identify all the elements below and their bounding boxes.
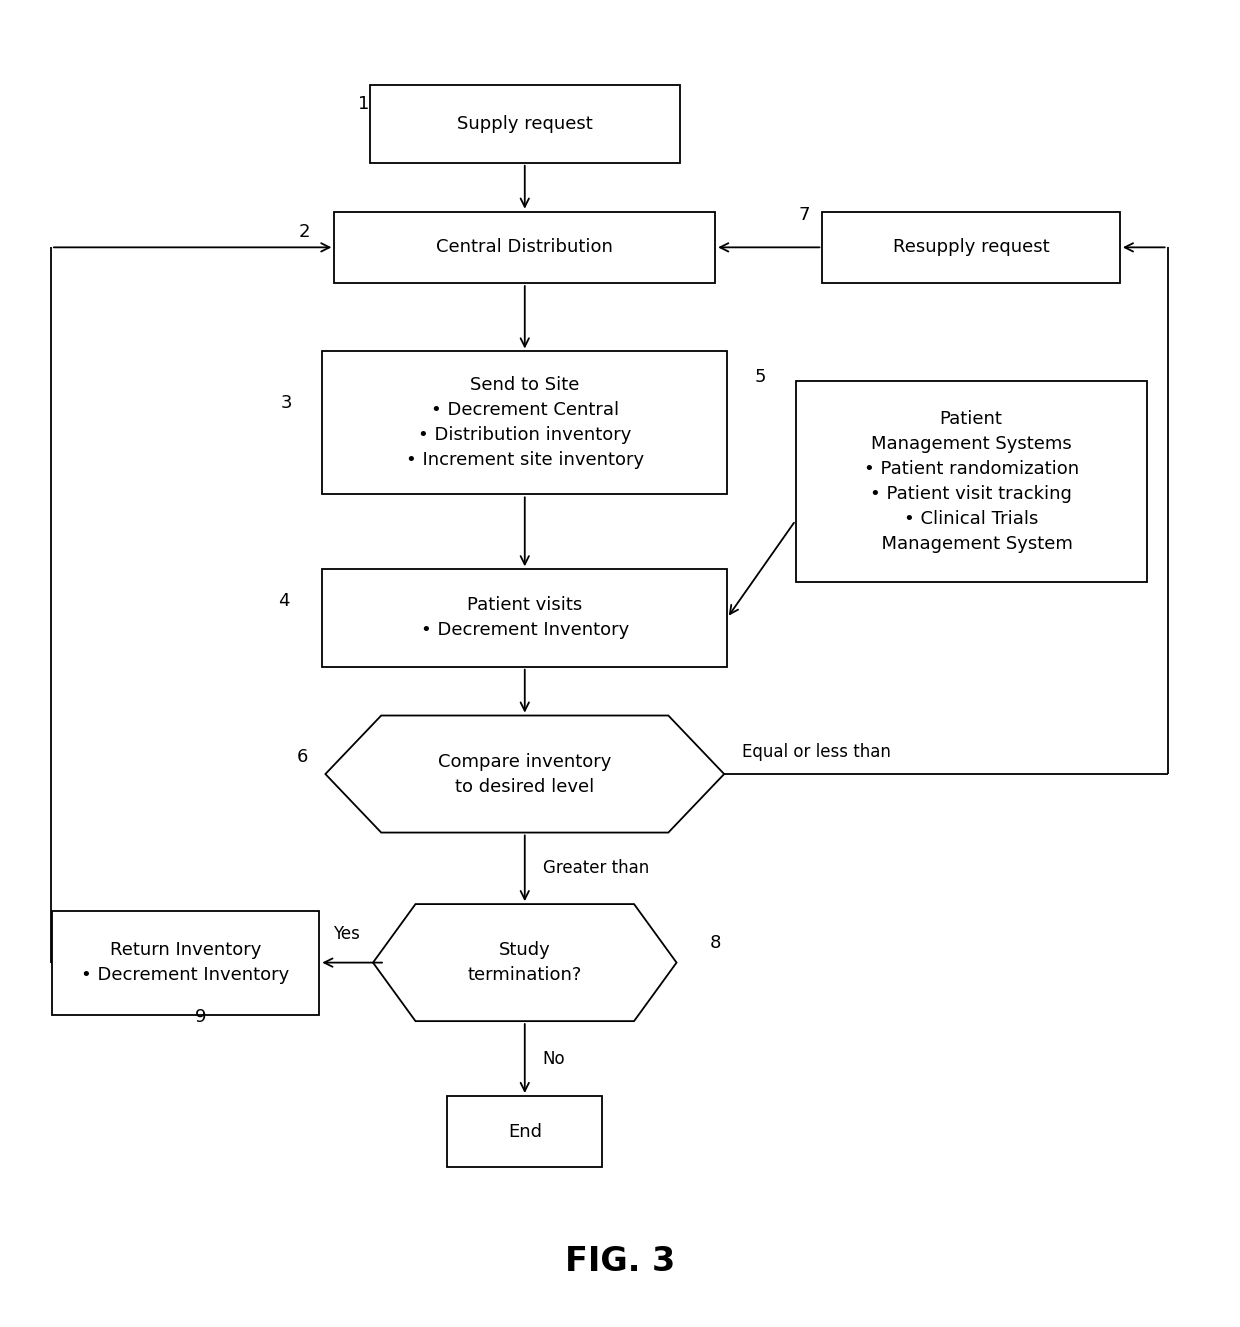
Text: 7: 7 — [799, 206, 810, 224]
Text: 4: 4 — [279, 592, 290, 610]
FancyBboxPatch shape — [322, 569, 727, 666]
Text: 2: 2 — [299, 223, 310, 240]
Text: Supply request: Supply request — [456, 115, 593, 133]
Text: 9: 9 — [195, 1009, 207, 1026]
Text: 1: 1 — [358, 96, 370, 113]
FancyBboxPatch shape — [370, 85, 680, 163]
Polygon shape — [373, 904, 677, 1022]
Text: Compare inventory
to desired level: Compare inventory to desired level — [438, 752, 611, 796]
FancyBboxPatch shape — [335, 211, 715, 283]
Text: 6: 6 — [296, 748, 308, 766]
Text: No: No — [543, 1050, 565, 1067]
FancyBboxPatch shape — [796, 381, 1147, 583]
Text: End: End — [507, 1123, 542, 1141]
Text: 5: 5 — [755, 369, 766, 386]
Text: FIG. 3: FIG. 3 — [565, 1245, 675, 1278]
Text: Resupply request: Resupply request — [893, 239, 1049, 256]
Text: 8: 8 — [709, 934, 720, 951]
FancyBboxPatch shape — [322, 352, 727, 495]
Text: Patient visits
• Decrement Inventory: Patient visits • Decrement Inventory — [420, 596, 629, 640]
Text: Study
termination?: Study termination? — [467, 941, 582, 985]
Text: Greater than: Greater than — [543, 860, 649, 877]
Text: Patient
Management Systems
• Patient randomization
• Patient visit tracking
• Cl: Patient Management Systems • Patient ran… — [863, 410, 1079, 553]
Text: Send to Site
• Decrement Central
• Distribution inventory
• Increment site inven: Send to Site • Decrement Central • Distr… — [405, 377, 644, 470]
Text: Yes: Yes — [332, 925, 360, 943]
Polygon shape — [325, 715, 724, 832]
FancyBboxPatch shape — [52, 910, 320, 1015]
FancyBboxPatch shape — [822, 211, 1120, 283]
FancyBboxPatch shape — [448, 1096, 603, 1168]
Text: Return Inventory
• Decrement Inventory: Return Inventory • Decrement Inventory — [82, 941, 290, 985]
Text: Central Distribution: Central Distribution — [436, 239, 614, 256]
Text: 3: 3 — [281, 394, 293, 413]
Text: Equal or less than: Equal or less than — [742, 743, 890, 760]
